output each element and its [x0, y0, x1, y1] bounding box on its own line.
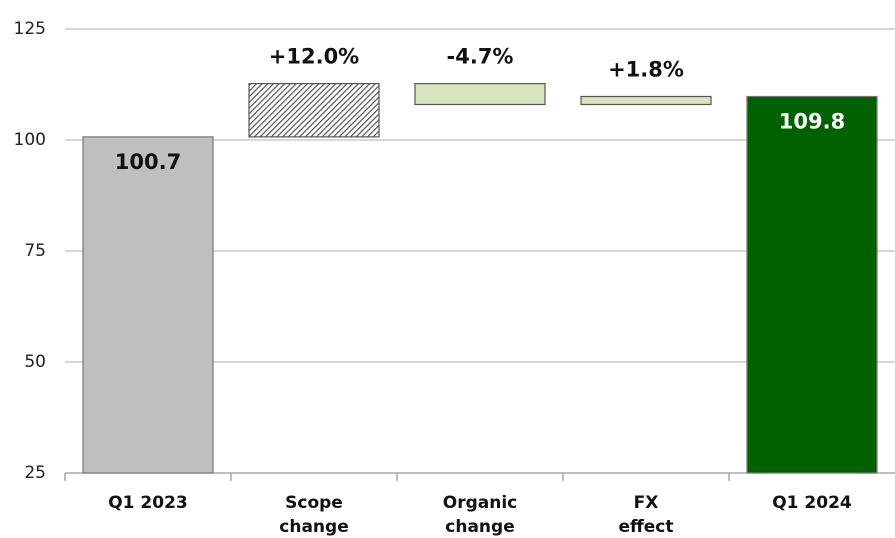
value-label: -4.7% [447, 45, 514, 69]
y-tick-label: 100 [14, 130, 46, 150]
x-tick-label: Q1 2023 [108, 493, 188, 513]
y-tick-label: 25 [24, 463, 46, 483]
y-tick-label: 75 [24, 241, 46, 261]
x-tick-label: Scope [285, 493, 343, 513]
x-tick-label: Organic [443, 493, 517, 513]
x-tick-label: change [279, 517, 348, 537]
value-label: +12.0% [269, 45, 359, 69]
y-tick-label: 125 [14, 19, 46, 39]
value-label: +1.8% [608, 57, 684, 81]
bar [746, 95, 878, 474]
x-tick-label: FX [634, 493, 659, 513]
value-label: 100.7 [115, 150, 181, 174]
x-tick-label: Q1 2024 [772, 493, 852, 513]
x-tick-label: change [445, 517, 514, 537]
y-tick-label: 50 [24, 352, 46, 372]
bar [580, 95, 712, 106]
bar [82, 136, 214, 474]
bar [414, 83, 546, 106]
x-tick-label: effect [618, 517, 673, 537]
value-label: 109.8 [779, 109, 845, 133]
bar [248, 83, 380, 138]
